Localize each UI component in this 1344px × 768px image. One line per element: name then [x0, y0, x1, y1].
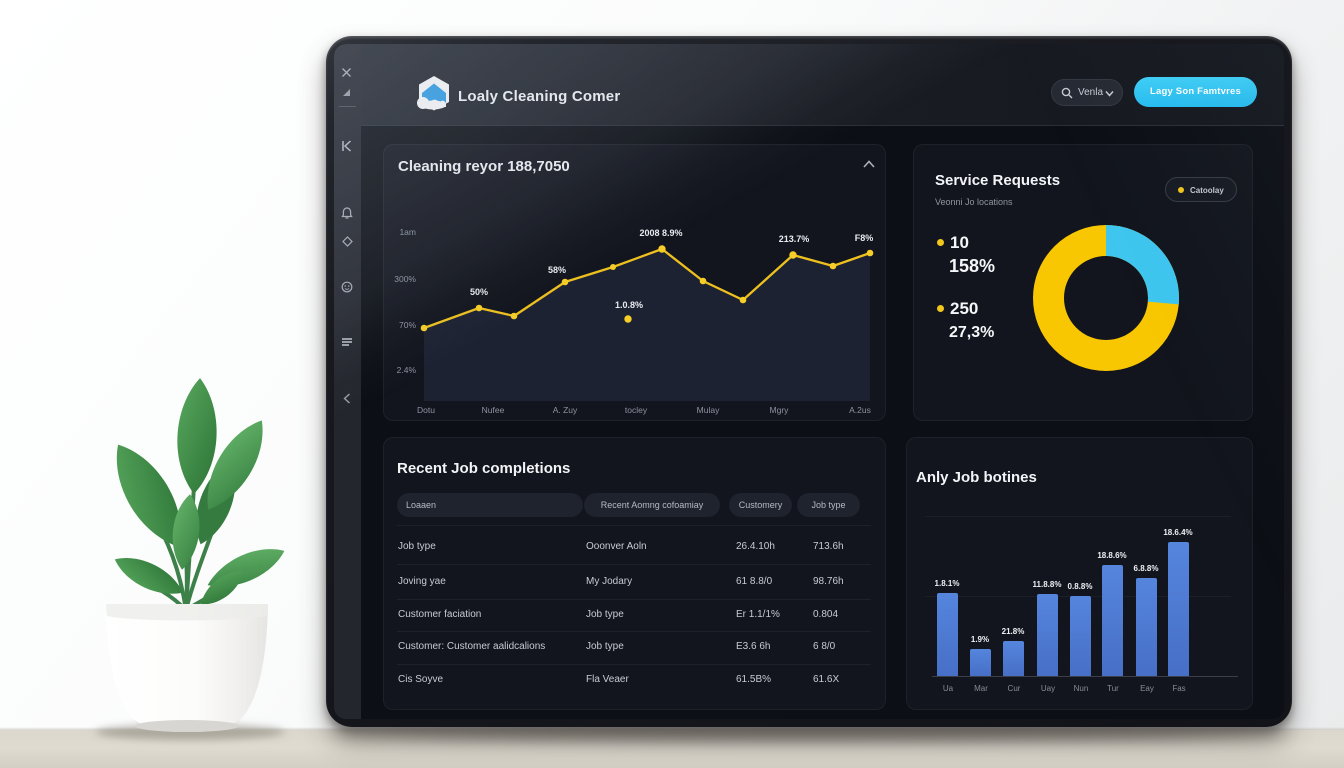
svg-text:A.2us: A.2us [849, 405, 871, 415]
svg-text:A. Zuy: A. Zuy [553, 405, 578, 415]
svg-text:Mgry: Mgry [770, 405, 790, 415]
svg-text:70%: 70% [399, 320, 416, 330]
svg-text:Nufee: Nufee [482, 405, 505, 415]
svg-text:1am: 1am [399, 227, 416, 237]
svg-text:tocley: tocley [625, 405, 648, 415]
svg-text:300%: 300% [394, 274, 416, 284]
svg-text:F8%: F8% [855, 233, 874, 243]
svg-text:50%: 50% [470, 287, 488, 297]
svg-text:Dotu: Dotu [417, 405, 435, 415]
svg-text:213.7%: 213.7% [779, 234, 810, 244]
svg-text:2008 8.9%: 2008 8.9% [639, 228, 682, 238]
svg-text:Mulay: Mulay [697, 405, 720, 415]
svg-text:58%: 58% [548, 265, 566, 275]
svg-text:1.0.8%: 1.0.8% [615, 300, 643, 310]
svg-text:2.4%: 2.4% [397, 365, 417, 375]
